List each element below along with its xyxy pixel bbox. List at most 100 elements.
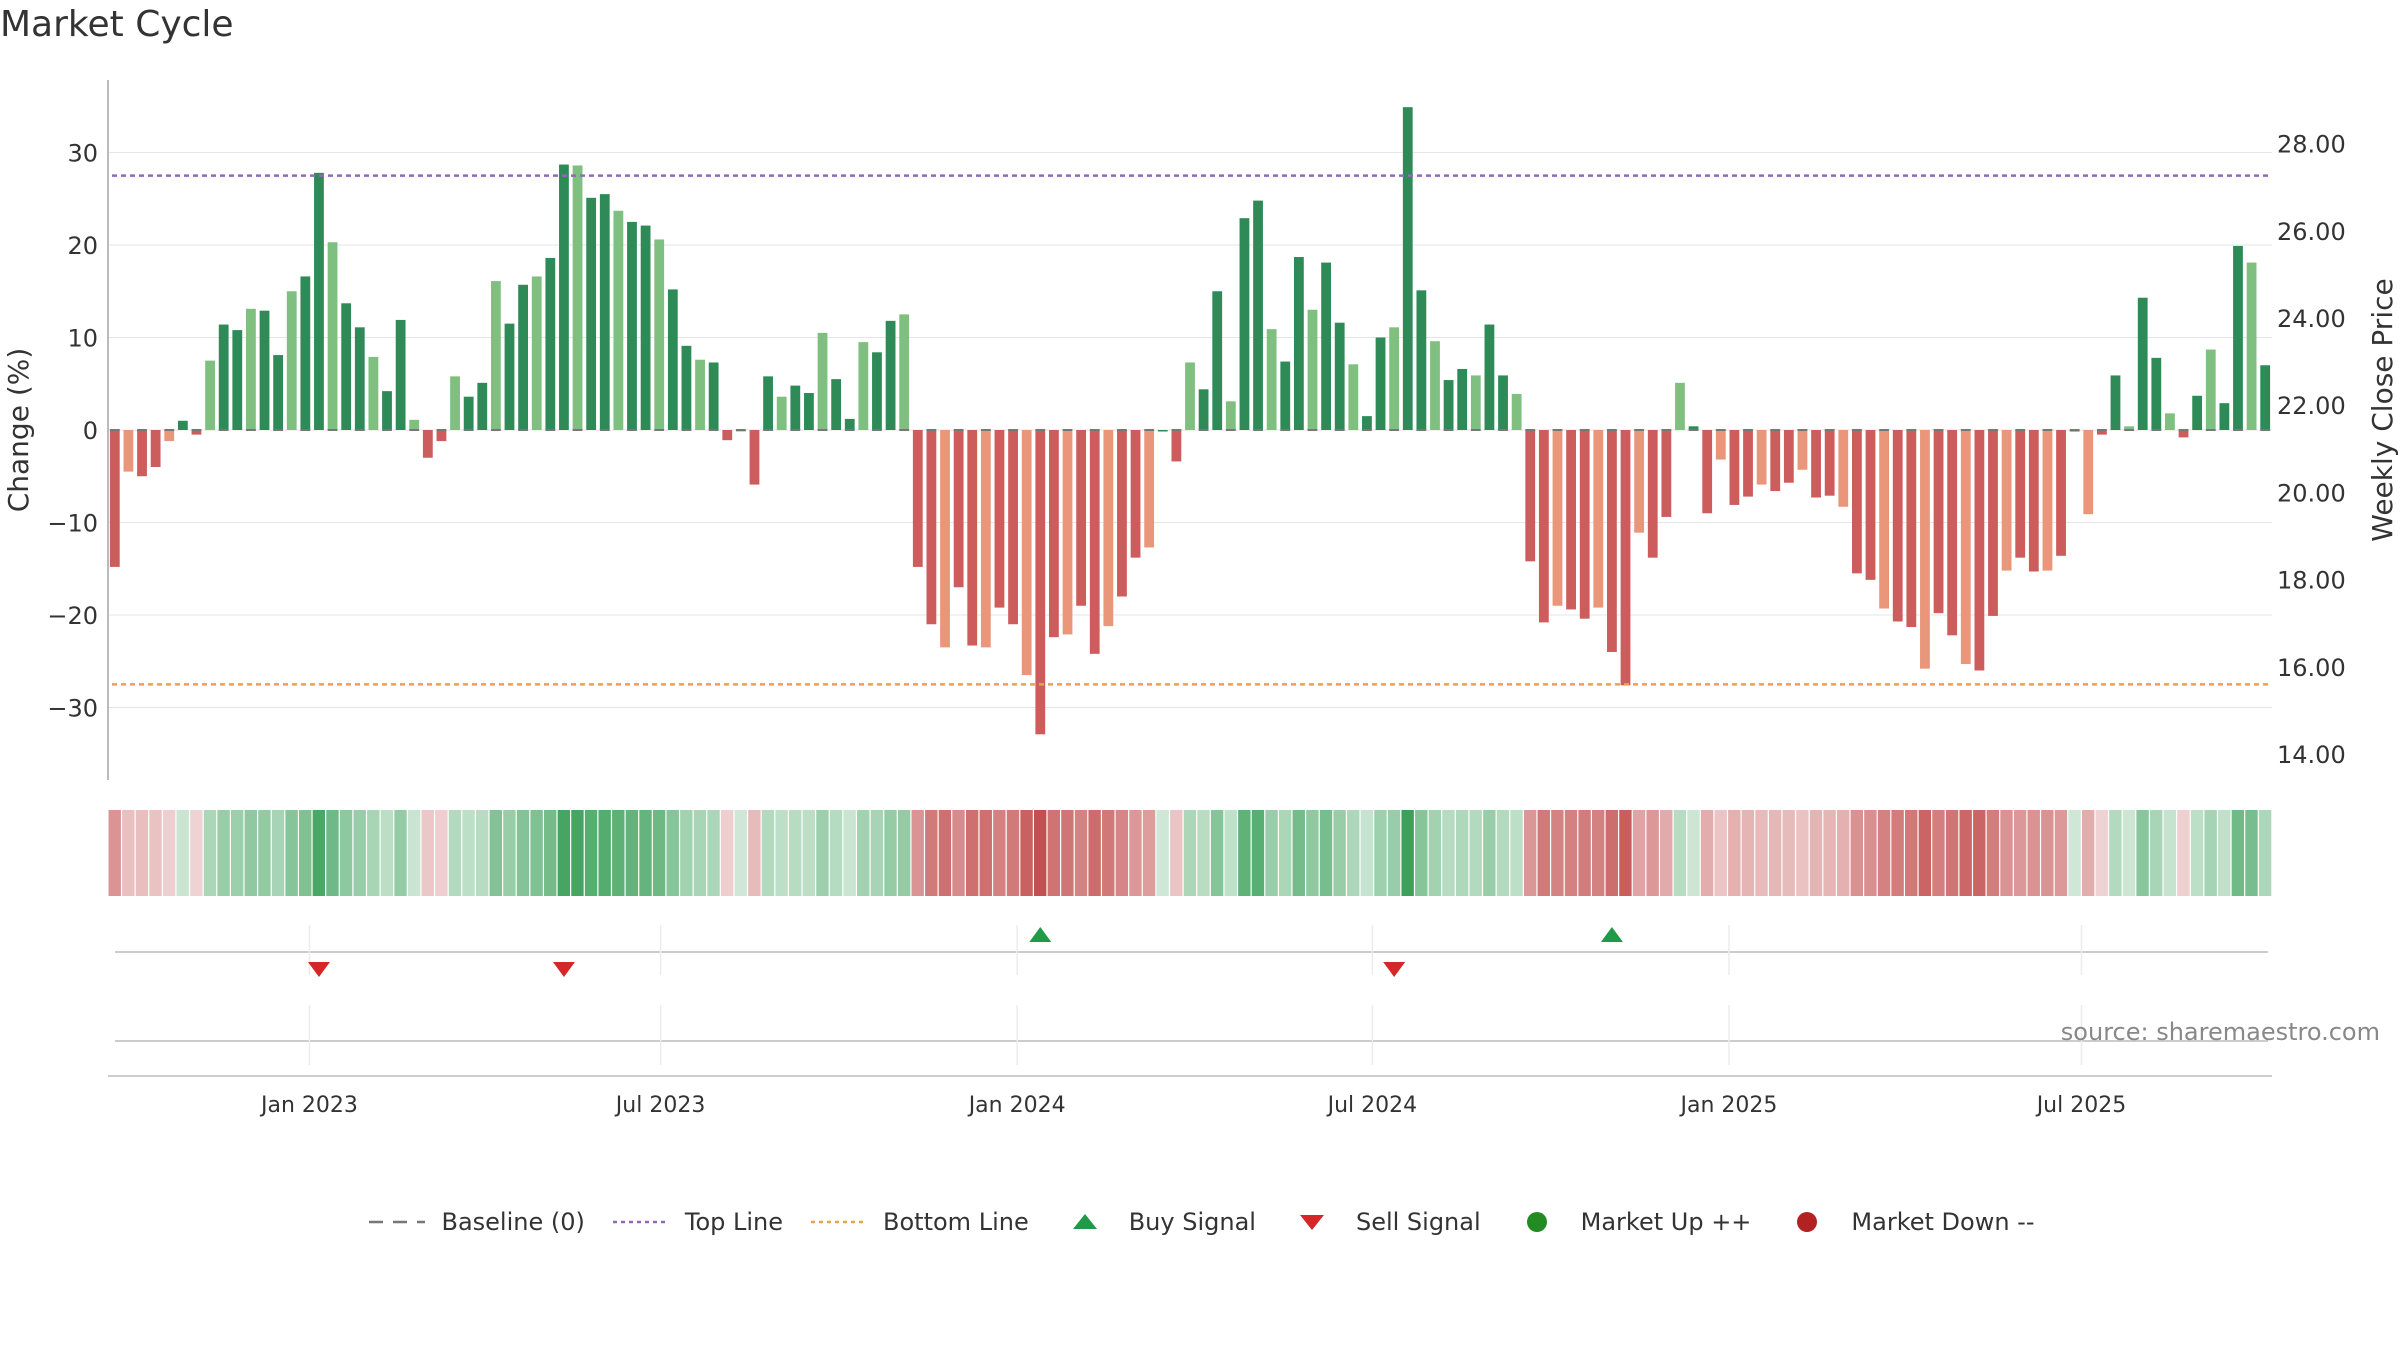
bar [1076, 430, 1087, 606]
heat-cell [394, 810, 407, 896]
bar [1647, 430, 1658, 558]
bar [341, 303, 352, 430]
heat-cell [1061, 810, 1074, 896]
heat-cell [353, 810, 366, 896]
bar [531, 276, 542, 430]
bar [885, 320, 896, 430]
legend-label: Market Up ++ [1580, 1208, 1752, 1236]
legend-item: Market Down -- [1775, 1208, 2035, 1236]
bar [1974, 430, 1985, 671]
heat-cell [2204, 810, 2217, 896]
heat-cell [503, 810, 516, 896]
heat-cell [1632, 810, 1646, 896]
bar [504, 323, 515, 430]
bar [640, 225, 651, 430]
y2-tick-label: 26.00 [2277, 218, 2346, 246]
heat-cell [802, 810, 816, 896]
heat-cell [829, 810, 843, 896]
bar [817, 332, 828, 430]
bar [327, 242, 338, 430]
heat-cell [176, 810, 189, 896]
x-tick-label: Jan 2025 [1679, 1093, 1778, 1118]
bar [1198, 389, 1209, 430]
source-label: source: sharemaestro.com [2061, 1018, 2380, 1046]
heat-cell [2000, 810, 2013, 896]
x-tick-label: Jan 2023 [259, 1093, 358, 1118]
heat-cell [367, 810, 380, 896]
heat-cell [1129, 810, 1142, 896]
heat-cell [2136, 810, 2149, 896]
heat-cell [2095, 810, 2108, 896]
bar [940, 430, 950, 648]
bar [1552, 430, 1563, 606]
heat-cell [530, 810, 543, 896]
heat-cell [720, 810, 734, 896]
heat-cell [339, 810, 353, 896]
bar [1770, 430, 1781, 492]
bar [627, 221, 637, 430]
bar [1607, 430, 1617, 652]
bar [300, 276, 311, 430]
y2-tick-label: 28.00 [2277, 131, 2346, 159]
bar [450, 376, 460, 430]
bar [1511, 393, 1522, 430]
heat-cell [1496, 810, 1510, 896]
bar [1892, 430, 1903, 622]
heat-cell [965, 810, 979, 896]
circle-green-icon [1526, 1212, 1547, 1232]
bar [1266, 329, 1277, 430]
bar [2233, 245, 2243, 430]
heat-cell [1428, 810, 1442, 896]
heat-cell [448, 810, 462, 896]
heat-cell [135, 810, 149, 896]
heat-cell [1360, 810, 1374, 896]
heat-cell [1115, 810, 1129, 896]
bar [2192, 395, 2203, 430]
bar [1144, 430, 1155, 548]
bar [1334, 322, 1345, 430]
heat-cell [1755, 810, 1768, 896]
bar [1634, 430, 1645, 533]
heat-cell [2054, 810, 2068, 896]
bar [1688, 426, 1699, 430]
heat-cell [1047, 810, 1061, 896]
bar [1171, 430, 1182, 462]
buy-signal-marker [1600, 927, 1623, 942]
heat-cell [1074, 810, 1088, 896]
y-axis-label: Change (%) [2, 348, 35, 513]
bar [804, 393, 814, 430]
heat-cell [1374, 810, 1387, 896]
bar [1933, 430, 1944, 614]
bar [858, 342, 869, 430]
dot-purple-icon [612, 1220, 669, 1224]
bar [1443, 380, 1454, 430]
bar [1729, 430, 1740, 505]
heat-cell [475, 810, 489, 896]
y2-tick-label: 18.00 [2277, 567, 2346, 595]
heat-cell [516, 810, 530, 896]
bar [422, 430, 433, 458]
heat-cell [1959, 810, 1972, 896]
heat-cell [1646, 810, 1659, 896]
heat-cell [1415, 810, 1428, 896]
bar [1293, 257, 1304, 430]
y-tick-label: 30 [67, 140, 98, 168]
heat-cell [1210, 810, 1224, 896]
bar [2028, 430, 2039, 572]
bar [776, 396, 787, 430]
legend-label: Market Down -- [1851, 1208, 2035, 1236]
chart-title: Market Cycle [0, 4, 234, 45]
reference-lines [112, 174, 2272, 686]
heat-cell [1728, 810, 1741, 896]
bar [586, 197, 597, 430]
heat-cell [1809, 810, 1823, 896]
heat-cell [1782, 810, 1795, 896]
bar [1157, 430, 1168, 432]
heat-cell [1265, 810, 1278, 896]
heat-cell [2163, 810, 2177, 896]
heat-cell [149, 810, 162, 896]
bar [2178, 430, 2189, 438]
bar [654, 239, 665, 430]
sell-signal-marker [307, 962, 330, 977]
heat-cell [1660, 810, 1673, 896]
